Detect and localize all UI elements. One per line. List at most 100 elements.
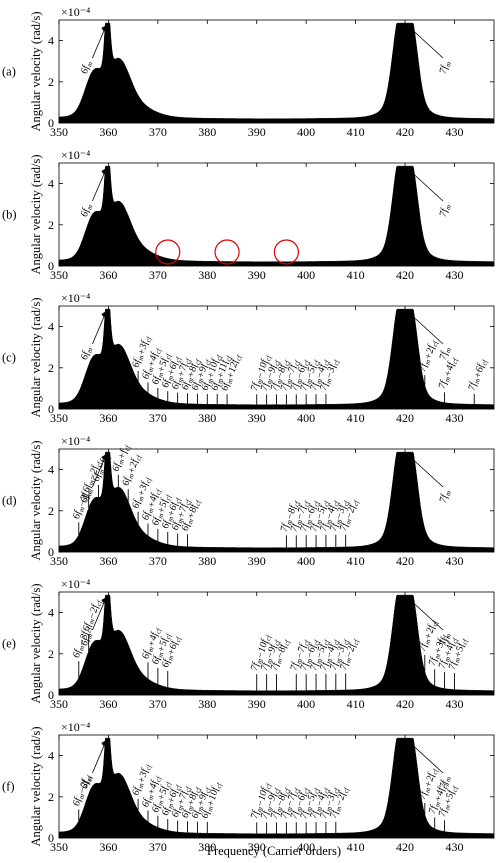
chart-panel: 350 360 370 380 390 400 410 420 430 0 2 4 ×10⁻⁴ (e) An… [2, 577, 495, 711]
harmonic-label: 6fm−3fcf [71, 485, 94, 521]
x-tick-label: 410 [347, 125, 365, 139]
harmonic-label: 7fm−3fcf [328, 497, 351, 533]
harmonic-label: 6fm+9fcf [190, 784, 213, 820]
y-tick-label: 0 [48, 831, 54, 845]
peak-annotation: 7fm [438, 203, 453, 219]
harmonic-label: 7fm+4fcf [437, 355, 460, 391]
y-axis-label: Angular velocity (rad/s) [29, 440, 43, 560]
annotation-arrow [406, 453, 444, 488]
harmonic-label: 7fm−10fcf [249, 780, 273, 821]
x-tick-label: 390 [248, 554, 266, 568]
x-tick-label: 400 [297, 697, 315, 711]
harmonic-label: 6fm+4fcf [140, 345, 163, 381]
y-tick-label: 2 [48, 75, 54, 89]
harmonic-label: 7fm−7fcf [289, 637, 312, 673]
x-tick-label: 430 [445, 697, 463, 711]
y-tick-label: 2 [48, 647, 54, 661]
harmonic-label: 7fm+2fcf [417, 617, 440, 653]
x-tick-label: 370 [149, 697, 167, 711]
chart-panel: 350 360 370 380 390 400 410 420 430 0 2 4 ×10⁻⁴ (f) An… [2, 720, 495, 854]
panel-label: (c) [2, 351, 16, 365]
spectrum-area [58, 451, 495, 553]
harmonic-label: 7fm+2fcf [417, 766, 440, 802]
axes-box [58, 305, 495, 410]
harmonic-label: 7fm−2fcf [338, 636, 361, 672]
harmonic-label: 7fm−9fcf [259, 357, 282, 393]
x-tick-label: 380 [198, 268, 216, 282]
x-tick-label: 400 [297, 554, 315, 568]
x-tick-label: 370 [149, 840, 167, 854]
x-tick-label: 410 [347, 697, 365, 711]
x-tick-label: 420 [396, 411, 414, 425]
y-tick-label: 0 [48, 116, 54, 130]
x-tick-label: 360 [99, 554, 117, 568]
arrow-head [101, 740, 107, 746]
arrow-head [101, 454, 107, 460]
y-tick-label: 4 [48, 177, 54, 191]
harmonic-label: 6fm+6fcf [160, 633, 183, 669]
harmonic-label: 6fm+6fcf [160, 495, 183, 531]
y-tick-label: 2 [48, 504, 54, 518]
x-tick-label: 410 [347, 411, 365, 425]
annotation-arrow [92, 739, 107, 774]
chart-panel: 350 360 370 380 390 400 410 420 430 0 2 4 ×10⁻⁴ (a) An… [2, 5, 495, 139]
peak-annotation: 7fm [438, 60, 453, 76]
annotation-arrow [92, 167, 107, 202]
harmonic-label: 6fm+5fcf [150, 630, 173, 666]
harmonic-label: 6fm+4fcf [140, 486, 163, 522]
x-tick-label: 370 [149, 554, 167, 568]
panel-label: (f) [2, 780, 15, 794]
harmonic-label: 6fm+3fcf [130, 761, 153, 797]
y-tick-label: 0 [48, 259, 54, 273]
y-axis-label: Angular velocity (rad/s) [29, 154, 43, 274]
harmonic-label: 7fm−8fcf [269, 785, 292, 821]
x-tick-label: 390 [248, 840, 266, 854]
harmonic-label: 6fm+12fcf [219, 352, 243, 393]
annotation-arrow [92, 453, 107, 488]
x-tick-label: 430 [445, 125, 463, 139]
harmonic-label: 6fm+4fcf [140, 625, 163, 661]
x-tick-label: 360 [99, 840, 117, 854]
y-tick-label: 0 [48, 688, 54, 702]
scale-factor: ×10⁻⁴ [61, 5, 90, 19]
peak-annotation: 6fm [79, 489, 94, 505]
x-tick-label: 420 [396, 697, 414, 711]
x-tick-label: 410 [347, 268, 365, 282]
x-tick-label: 350 [50, 840, 68, 854]
harmonic-label: 7fm−3fcf [318, 785, 341, 821]
harmonic-label: 6fm+7fcf [170, 496, 193, 532]
arrow-head [101, 168, 107, 174]
x-tick-label: 380 [198, 697, 216, 711]
harmonic-label: 7fm−10fcf [249, 632, 273, 673]
y-tick-label: 4 [48, 320, 54, 334]
x-tick-label: 430 [445, 840, 463, 854]
x-tick-label: 350 [50, 554, 68, 568]
panel-label: (a) [2, 65, 16, 79]
harmonic-label: 7fm−5fcf [298, 357, 321, 393]
x-tick-label: 390 [248, 268, 266, 282]
panel-label: (b) [2, 208, 17, 222]
harmonic-label: 6fm−3fcf [71, 624, 94, 660]
x-tick-label: 430 [445, 411, 463, 425]
harmonic-label: 6fm+fcf [111, 442, 133, 473]
annotation-arrow [406, 739, 444, 774]
x-tick-label: 420 [396, 268, 414, 282]
harmonic-label: 6fm+8fcf [180, 497, 203, 533]
harmonic-label: 7fm−4fcf [308, 357, 331, 393]
annotation-arrow [406, 167, 444, 202]
y-tick-label: 2 [48, 218, 54, 232]
arrow-head [101, 25, 107, 31]
harmonic-label: 6fm+4fcf [140, 773, 163, 809]
y-tick-label: 2 [48, 361, 54, 375]
spectrum-area [58, 308, 495, 410]
x-tick-label: 380 [198, 411, 216, 425]
x-tick-label: 350 [50, 411, 68, 425]
x-tick-label: 430 [445, 554, 463, 568]
arrow-head [407, 597, 413, 603]
x-tick-label: 420 [396, 840, 414, 854]
y-axis-label: Angular velocity (rad/s) [29, 726, 43, 846]
y-tick-label: 0 [48, 402, 54, 416]
scale-factor: ×10⁻⁴ [61, 720, 90, 734]
harmonic-label: 7fm−8fcf [269, 637, 292, 673]
harmonic-label: 6fm+6fcf [160, 354, 183, 390]
